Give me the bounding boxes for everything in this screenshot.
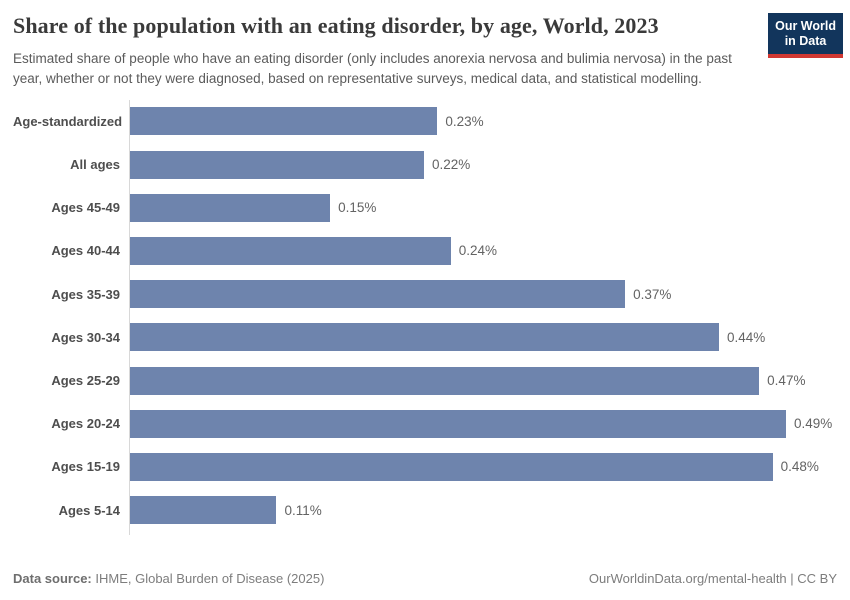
bar-row[interactable]: Ages 35-39 0.37% bbox=[13, 273, 850, 316]
bar[interactable] bbox=[129, 107, 438, 136]
chart-subtitle: Estimated share of people who have an ea… bbox=[13, 51, 732, 86]
title-block: Share of the population with an eating d… bbox=[13, 13, 738, 88]
chart-header: Share of the population with an eating d… bbox=[0, 0, 850, 88]
bar-track: 0.44% bbox=[129, 323, 786, 352]
bar-row[interactable]: Ages 5-14 0.11% bbox=[13, 489, 850, 532]
value-label: 0.15% bbox=[338, 200, 377, 216]
bar-track: 0.23% bbox=[129, 107, 786, 136]
bar[interactable] bbox=[129, 236, 451, 265]
bar-chart: Age-standardized 0.23% All ages 0.22% Ages 4… bbox=[13, 99, 850, 535]
bar[interactable] bbox=[129, 150, 424, 179]
category-label: Ages 20-24 bbox=[51, 416, 120, 432]
bar-row[interactable]: All ages 0.22% bbox=[13, 143, 850, 186]
category-label: Ages 5-14 bbox=[58, 502, 120, 518]
bar[interactable] bbox=[129, 193, 331, 222]
bar[interactable] bbox=[129, 280, 626, 309]
category-label: All ages bbox=[70, 157, 120, 172]
bar-row[interactable]: Ages 20-24 0.49% bbox=[13, 402, 850, 445]
bar-row[interactable]: Age-standardized 0.23% bbox=[13, 100, 850, 143]
bar[interactable] bbox=[129, 496, 277, 525]
owid-logo[interactable]: Our World in Data bbox=[768, 13, 843, 58]
y-axis-line bbox=[129, 99, 130, 535]
category-label: Ages 30-34 bbox=[51, 329, 120, 345]
data-source: Data source: IHME, Global Burden of Dise… bbox=[13, 571, 324, 586]
bar[interactable] bbox=[129, 366, 760, 395]
bar-track: 0.49% bbox=[129, 409, 832, 438]
bar[interactable] bbox=[129, 409, 786, 438]
data-source-label: Data source: bbox=[13, 571, 92, 586]
bar-row[interactable]: Ages 45-49 0.15% bbox=[13, 186, 850, 229]
value-label: 0.11% bbox=[284, 502, 322, 518]
bar-row[interactable]: Ages 15-19 0.48% bbox=[13, 445, 850, 488]
bar-track: 0.37% bbox=[129, 280, 786, 309]
category-label: Ages 25-29 bbox=[51, 373, 120, 389]
value-label: 0.47% bbox=[767, 373, 806, 389]
bar-row[interactable]: Ages 30-34 0.44% bbox=[13, 316, 850, 359]
value-label: 0.24% bbox=[458, 243, 498, 259]
value-label: 0.37% bbox=[633, 286, 672, 302]
value-label: 0.23% bbox=[445, 113, 484, 129]
category-label: Ages 15-19 bbox=[51, 459, 120, 475]
category-label: Ages 45-49 bbox=[51, 200, 120, 216]
bar-track: 0.15% bbox=[129, 193, 786, 222]
bar-track: 0.11% bbox=[129, 496, 786, 525]
chart-footer: Data source: IHME, Global Burden of Dise… bbox=[13, 571, 837, 586]
bar-track: 0.24% bbox=[129, 236, 786, 265]
category-label: Age-standardized bbox=[13, 113, 123, 129]
bar-row[interactable]: Ages 40-44 0.24% bbox=[13, 229, 850, 272]
category-label: Ages 35-39 bbox=[51, 286, 120, 302]
bar-track: 0.48% bbox=[129, 452, 819, 481]
bar[interactable] bbox=[129, 323, 719, 352]
bar-track: 0.47% bbox=[129, 366, 805, 395]
value-label: 0.44% bbox=[726, 329, 766, 345]
bar-track: 0.22% bbox=[129, 150, 786, 179]
bar-row[interactable]: Ages 25-29 0.47% bbox=[13, 359, 850, 402]
bar[interactable] bbox=[129, 452, 773, 481]
owid-logo-line2: in Data bbox=[784, 33, 827, 48]
value-label: 0.48% bbox=[780, 459, 819, 475]
category-label: Ages 40-44 bbox=[51, 243, 120, 259]
data-source-text: IHME, Global Burden of Disease (2025) bbox=[95, 571, 325, 586]
value-label: 0.49% bbox=[794, 416, 833, 432]
value-label: 0.22% bbox=[431, 157, 471, 172]
owid-logo-line1: Our World bbox=[775, 19, 836, 33]
chart-title: Share of the population with an eating d… bbox=[13, 13, 659, 38]
credit-link[interactable]: OurWorldinData.org/mental-health | CC BY bbox=[588, 571, 837, 586]
